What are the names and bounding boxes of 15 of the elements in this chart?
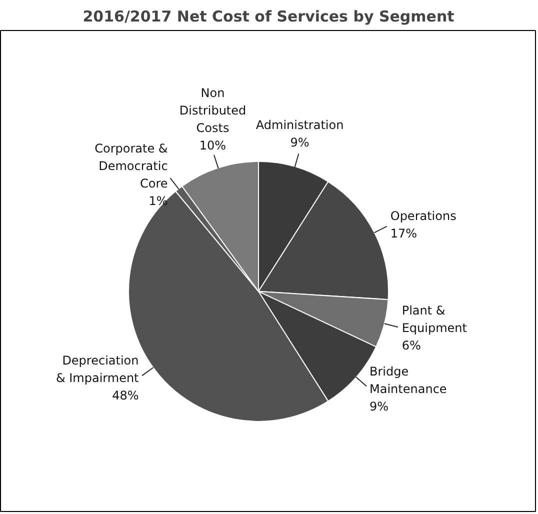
data-label: 1% (148, 194, 168, 208)
data-label: 9% (370, 399, 389, 414)
data-label: 6% (402, 338, 421, 353)
slice-label: Depreciation & Impairment (56, 354, 140, 386)
slice-label: Non Distributed Costs (179, 86, 246, 136)
data-label: 17% (390, 226, 418, 240)
slice-label: Operations (390, 208, 456, 223)
data-label: 9% (290, 136, 310, 150)
data-label: 10% (199, 138, 226, 153)
slice-label: Administration (256, 118, 344, 132)
data-label: 48% (112, 388, 139, 403)
slice-label: Plant & Equipment (402, 304, 468, 336)
slice-label: Bridge Maintenance (370, 364, 447, 396)
chart-title: 2016/2017 Net Cost of Services by Segment (82, 8, 454, 26)
slice-label: Corporate & Democratic Core (94, 142, 168, 191)
